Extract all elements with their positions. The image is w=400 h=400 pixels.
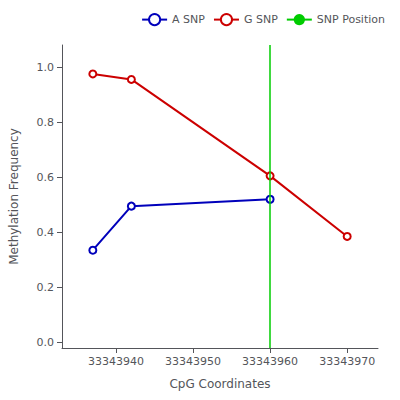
- svg-text:1.0: 1.0: [37, 61, 55, 74]
- svg-text:0.2: 0.2: [37, 281, 55, 294]
- svg-text:0.4: 0.4: [37, 226, 55, 239]
- svg-text:33343970: 33343970: [319, 355, 375, 368]
- svg-text:33343950: 33343950: [165, 355, 221, 368]
- svg-text:33343940: 33343940: [88, 355, 144, 368]
- svg-text:0.6: 0.6: [37, 171, 55, 184]
- svg-text:A SNP: A SNP: [172, 13, 205, 26]
- svg-text:Methylation Frequency: Methylation Frequency: [7, 128, 21, 265]
- svg-text:G SNP: G SNP: [244, 13, 278, 26]
- svg-text:33343960: 33343960: [242, 355, 298, 368]
- svg-text:CpG Coordinates: CpG Coordinates: [169, 377, 270, 391]
- svg-text:SNP Position: SNP Position: [317, 13, 385, 26]
- svg-text:0.0: 0.0: [37, 336, 55, 349]
- svg-text:0.8: 0.8: [37, 116, 55, 129]
